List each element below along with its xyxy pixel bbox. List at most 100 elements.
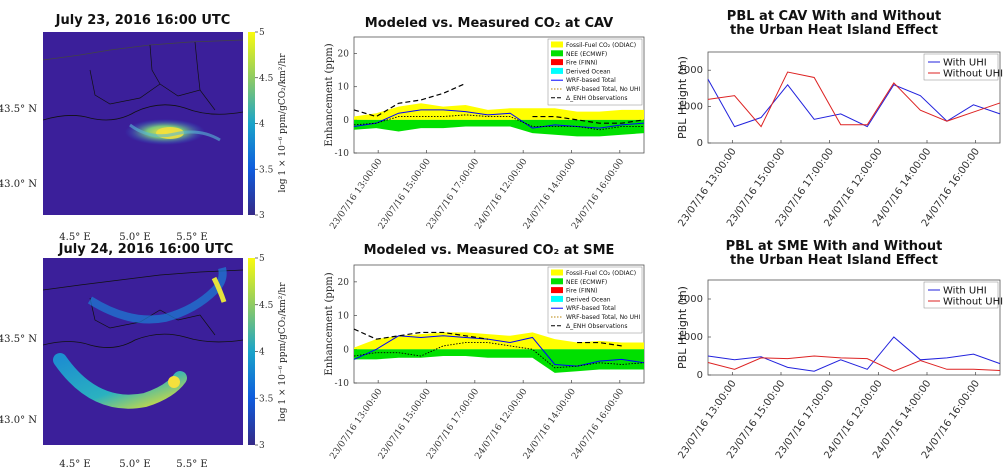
colorbar-tick: 3.5 — [259, 394, 274, 404]
chart-title-line: the Urban Heat Island Effect — [730, 23, 938, 38]
legend-label: Δ_ENH Observations — [566, 323, 627, 330]
y-tick-label: 0 — [697, 370, 703, 381]
y-tick-label: 20 — [338, 50, 350, 60]
legend-label: NEE (ECMWF) — [566, 51, 607, 58]
y-axis-label: PBL Height (m) — [676, 286, 689, 369]
legend-label: NEE (ECMWF) — [566, 279, 607, 286]
x-tick-label: 24/07/16 12:00:00 — [473, 157, 529, 232]
series-observations — [353, 82, 466, 118]
legend-label: With UHI — [943, 58, 987, 69]
legend-label: WRF-based Total — [566, 305, 616, 312]
x-tick-label: 24/07/16 12:00:00 — [473, 387, 529, 462]
nee-area — [354, 119, 644, 137]
plot-frame — [353, 36, 645, 154]
x-tick-label: 23/07/16 15:00:00 — [377, 387, 433, 462]
co2-chart-sme: Modeled vs. Measured CO₂ at SME -10 0 10 20 2… — [324, 243, 645, 462]
legend-label: Derived Ocean — [566, 68, 611, 75]
legend-swatch — [551, 278, 563, 285]
map-title: July 24, 2016 16:00 UTC — [58, 242, 234, 257]
legend-swatch — [551, 59, 563, 66]
y-tick-label: -10 — [335, 379, 350, 389]
series-observations — [353, 328, 488, 340]
y-axis-label: PBL Height (m) — [676, 56, 689, 139]
colorbar-tick: 5 — [259, 254, 265, 264]
y-tick-label: -10 — [335, 149, 350, 159]
colorbar-tick: 4 — [259, 348, 265, 358]
x-tick-label: 24/07/16 16:00:00 — [570, 387, 626, 462]
legend-label: WRF-based Total, No UHI — [566, 314, 641, 321]
colorbar — [248, 32, 255, 215]
legend-box — [547, 266, 643, 334]
lon-tick: 4.5° E — [59, 459, 90, 470]
series-wrf-total-no-uhi — [353, 114, 644, 131]
map-title: July 23, 2016 16:00 UTC — [55, 13, 231, 28]
x-tick-label: 23/07/16 17:00:00 — [425, 387, 481, 462]
legend-label: With UHI — [943, 286, 987, 297]
x-tick-label: 24/07/16 14:00:00 — [522, 157, 578, 232]
x-tick-label: 23/07/16 13:00:00 — [328, 157, 384, 232]
y-tick-label: 10 — [338, 312, 350, 322]
y-tick-label: 2000 — [678, 65, 703, 76]
y-tick-label: 20 — [338, 278, 350, 288]
lat-tick: 43.0° N — [0, 415, 37, 426]
colorbar-label: log 1 × 10⁻⁶ ppm/gCO₂/km²/hr — [278, 53, 288, 193]
legend-box — [923, 281, 999, 309]
lon-tick: 5.5° E — [176, 459, 207, 470]
series-wrf-total-no-uhi — [353, 342, 645, 369]
chart-title-line: PBL at CAV With and Without — [727, 9, 941, 24]
legend-box — [923, 53, 999, 81]
legend-label: Derived Ocean — [566, 296, 611, 303]
lat-tick: 43.5° N — [0, 334, 37, 345]
plot-frame — [707, 51, 1001, 144]
y-axis-label: Enhancement (ppm) — [324, 43, 335, 146]
y-tick-label: 0 — [343, 116, 349, 126]
footprint-map-jul24: July 24, 2016 16:00 UTC 43.5° N 43.0° N … — [0, 242, 288, 470]
y-tick-label: 10 — [338, 83, 350, 93]
lon-tick: 5.0° E — [119, 459, 150, 470]
y-tick-label: 1000 — [678, 102, 703, 113]
legend-swatch — [551, 41, 563, 48]
colorbar-tick: 3 — [259, 441, 265, 451]
series-without-uhi — [707, 355, 1001, 372]
lon-tick: 5.5° E — [176, 232, 207, 243]
y-tick-label: 1000 — [678, 332, 703, 343]
lon-tick: 5.0° E — [119, 232, 150, 243]
colorbar-label: log 1 × 10⁻⁶ ppm/gCO₂/km²/hr — [278, 282, 288, 422]
chart-title-line: the Urban Heat Island Effect — [730, 253, 938, 268]
y-axis-label: Enhancement (ppm) — [324, 272, 335, 375]
legend-label: Without UHI — [943, 69, 1003, 80]
chart-title: Modeled vs. Measured CO₂ at CAV — [365, 16, 613, 31]
colorbar-tick: 3 — [259, 211, 265, 221]
fossil-fuel-area — [354, 103, 644, 120]
legend-label: Without UHI — [943, 297, 1003, 308]
x-tick-label: 23/07/16 17:00:00 — [425, 157, 481, 232]
legend-label: Fire (FINN) — [566, 60, 598, 67]
series-without-uhi — [707, 71, 1001, 128]
series-observations — [532, 115, 645, 124]
series-with-uhi — [707, 79, 1001, 128]
legend-label: Fossil-Fuel CO₂ (ODIAC) — [566, 270, 636, 277]
colorbar-tick: 4.5 — [259, 301, 274, 311]
chart-title: Modeled vs. Measured CO₂ at SME — [364, 243, 615, 258]
colorbar — [248, 258, 255, 445]
colorbar-tick: 5 — [259, 28, 265, 38]
x-tick-label: 23/07/16 15:00:00 — [377, 157, 433, 232]
legend-label: WRF-based Total, No UHI — [566, 86, 641, 93]
legend-swatch — [551, 287, 563, 294]
legend-box — [547, 38, 643, 106]
legend-swatch — [551, 295, 563, 302]
series-wrf-total — [353, 335, 645, 367]
colorbar-tick: 4 — [259, 120, 265, 130]
x-tick-label: 23/07/16 13:00:00 — [328, 387, 384, 462]
map-coastline — [43, 39, 243, 145]
x-tick-label: 24/07/16 16:00:00 — [570, 157, 626, 232]
legend-label: Fire (FINN) — [566, 288, 598, 295]
legend-swatch — [551, 269, 563, 276]
colorbar-tick: 3.5 — [259, 165, 274, 175]
series-with-uhi — [707, 336, 1001, 372]
lon-tick: 4.5° E — [59, 232, 90, 243]
plot-frame — [707, 279, 1001, 376]
